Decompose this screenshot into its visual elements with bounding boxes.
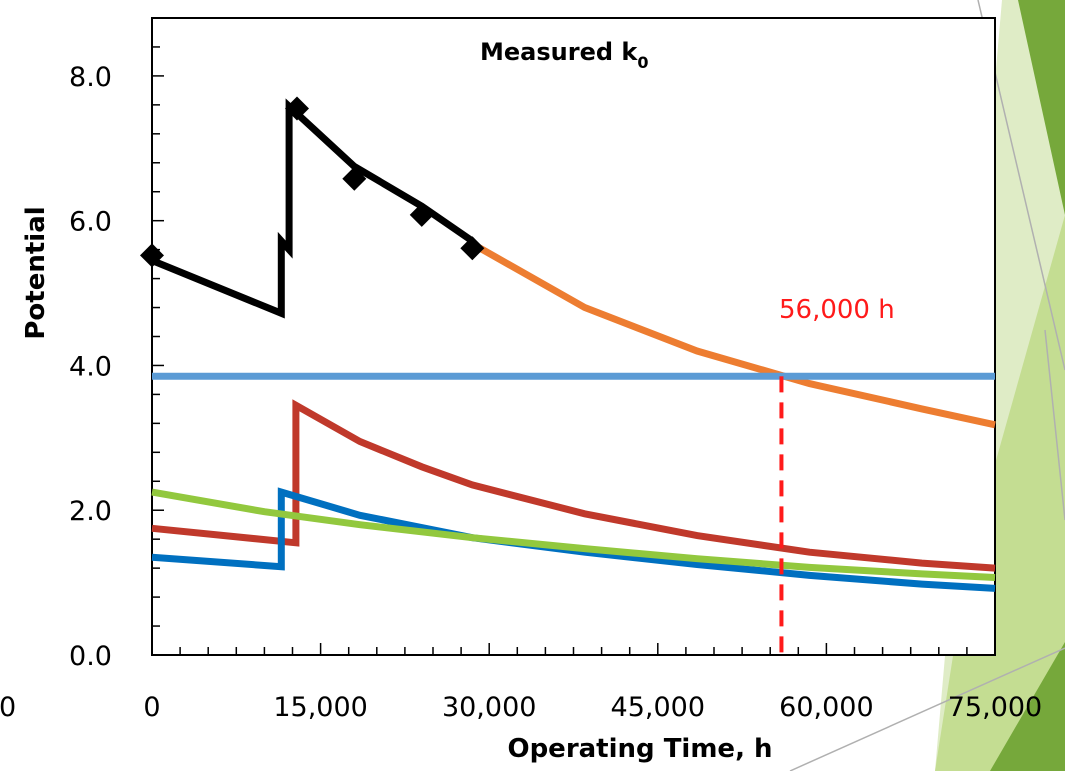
x-tick-label: 75,000 (948, 692, 1042, 723)
x-axis-title: Operating Time, h (507, 734, 772, 764)
chart-title-main: Measured k (480, 38, 638, 66)
x-tick-label: 15,000 (273, 692, 367, 723)
data-marker-diamond (460, 236, 485, 261)
decor-guide-line-2 (1044, 329, 1065, 521)
data-marker-diamond (140, 243, 164, 268)
y-tick-label: 6.0 (69, 207, 112, 238)
series-layer (150, 98, 996, 592)
tick-labels: 0 15,000 30,000 45,000 60,000 75,000 0.0 2.0 4.0… (69, 62, 1042, 723)
chart-title-subscript: 0 (637, 53, 648, 72)
x-tick-label: 0 (143, 692, 160, 723)
y-axis-title: Potential (21, 206, 51, 339)
series-red-line (151, 399, 996, 572)
data-marker-diamond (284, 96, 309, 121)
decor-wedge-dark-top (1018, 0, 1065, 215)
y-tick-label: 0.0 (69, 641, 112, 672)
chart-title: Measured k0 (480, 38, 648, 72)
series-green-line (151, 488, 996, 581)
decor-guide-line-3 (789, 647, 1065, 772)
series-black-line (150, 98, 475, 319)
x-tick-label: 30,000 (442, 692, 536, 723)
data-marker-diamond (409, 202, 434, 227)
y-tick-label: 8.0 (69, 62, 112, 93)
series-orange-line (470, 240, 996, 429)
y-tick-label: 2.0 (69, 496, 112, 527)
x-stray-label: 0 (0, 692, 16, 723)
decor-wedge-dark-bottom (990, 642, 1065, 771)
x-tick-label: 45,000 (611, 692, 705, 723)
axis-ticks (151, 17, 996, 656)
y-tick-label: 4.0 (69, 351, 112, 382)
x-tick-label: 60,000 (779, 692, 873, 723)
marker-layer (140, 96, 485, 268)
threshold-label: 56,000 h (779, 295, 895, 325)
data-marker-diamond (342, 166, 367, 191)
